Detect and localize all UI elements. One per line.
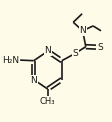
Text: N: N <box>30 76 37 85</box>
Text: H₂N: H₂N <box>2 56 19 65</box>
Text: S: S <box>97 43 103 52</box>
Text: N: N <box>79 26 86 35</box>
Text: CH₃: CH₃ <box>40 97 55 106</box>
Text: S: S <box>72 49 78 58</box>
Text: N: N <box>44 46 51 55</box>
